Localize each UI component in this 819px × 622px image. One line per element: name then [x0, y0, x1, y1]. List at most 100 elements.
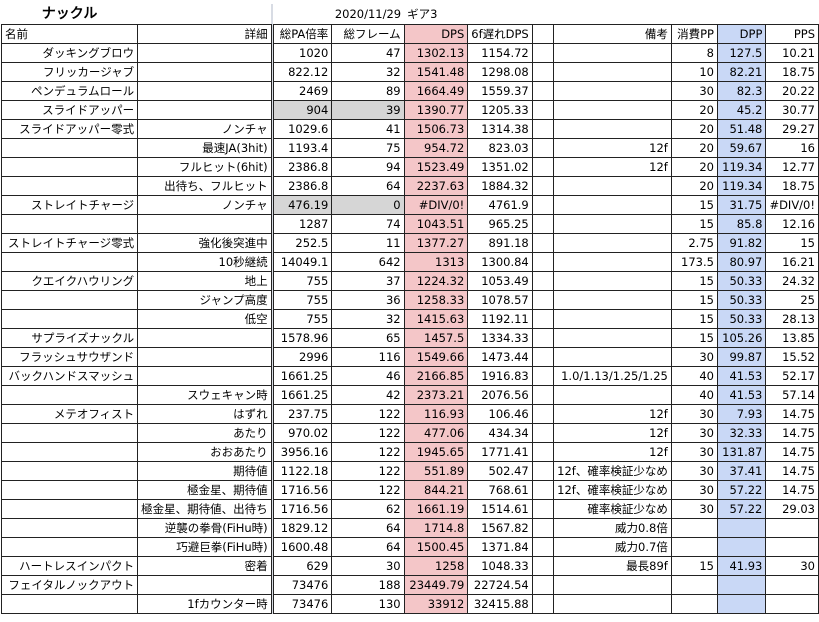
cell [531, 176, 555, 196]
cell: 57.14 [765, 385, 819, 405]
cell [531, 328, 555, 348]
cell [765, 575, 819, 595]
data-row: 巧避巨拳(FiHu時) 1600.48 64 1500.45 1371.84 威力0.7倍 [0, 537, 819, 557]
sheet-title: ナックル [41, 6, 98, 22]
cell: 477.06 [403, 423, 469, 443]
cell: 15 [765, 233, 819, 253]
cell: 32415.88 [467, 594, 533, 614]
cell: 65 [331, 328, 405, 348]
cell: 52.17 [765, 366, 819, 386]
cell: 965.25 [467, 214, 533, 234]
cell: 891.18 [467, 233, 533, 253]
separator [270, 480, 275, 500]
cell [531, 461, 555, 481]
column-header: 6f遅れDPS [467, 24, 533, 44]
cell [531, 214, 555, 234]
cell: 12f [553, 157, 672, 177]
cell: 1390.77 [403, 100, 469, 120]
data-row: メテオフィスト はずれ 237.75 122 116.93 106.46 12f 30 7.93… [0, 404, 819, 424]
cell [553, 214, 672, 234]
cell: 20 [670, 138, 718, 158]
cell: 50.33 [716, 271, 767, 291]
cell: 1302.13 [403, 43, 469, 63]
cell: 45.2 [716, 100, 767, 120]
cell: 131.87 [716, 442, 767, 462]
cell: あたり [137, 423, 272, 443]
cell: 期待値 [137, 461, 272, 481]
cell: 0 [331, 195, 405, 215]
cell: 41.53 [716, 385, 767, 405]
cell: 476.19 [272, 195, 333, 215]
cell: 1053.49 [467, 271, 533, 291]
cell: 37 [331, 271, 405, 291]
cell [0, 499, 139, 519]
cell: 970.02 [272, 423, 333, 443]
separator [270, 575, 275, 595]
cell: 1313 [403, 252, 469, 272]
cell: 73476 [272, 594, 333, 614]
separator [270, 252, 275, 272]
cell: 25 [765, 290, 819, 310]
column-header: DPS [403, 24, 469, 44]
data-row: 出待ち、フルヒット 2386.8 64 2237.63 1884.32 20 119.34 1… [0, 176, 819, 196]
cell: 23449.79 [403, 575, 469, 595]
cell: 出待ち、フルヒット [137, 176, 272, 196]
cell: 502.47 [467, 461, 533, 481]
data-row: サプライズナックル 1578.96 65 1457.5 1334.33 15 105.26 1… [0, 328, 819, 348]
cell: 巧避巨拳(FiHu時) [137, 537, 272, 557]
cell [553, 252, 672, 272]
cell: 24.32 [765, 271, 819, 291]
cell: 119.34 [716, 157, 767, 177]
date: 2020/11/29 [334, 7, 402, 21]
cell: 31.75 [716, 195, 767, 215]
data-row: 1fカウンター時 73476 130 33912 32415.88 [0, 594, 819, 614]
separator [270, 81, 275, 101]
cell [531, 556, 555, 576]
cell: 119.34 [716, 176, 767, 196]
cell: 11 [331, 233, 405, 253]
cell: 32.33 [716, 423, 767, 443]
cell: 1298.08 [467, 62, 533, 82]
separator [270, 556, 275, 576]
cell [531, 290, 555, 310]
cell [531, 195, 555, 215]
cell [553, 575, 672, 595]
cell: 64 [331, 518, 405, 538]
cell: 2166.85 [403, 366, 469, 386]
cell [531, 366, 555, 386]
separator [270, 537, 275, 557]
cell: 3956.16 [272, 442, 333, 462]
cell [468, 4, 532, 25]
separator [270, 518, 275, 538]
cell: 15 [670, 328, 718, 348]
cell: 41.53 [716, 366, 767, 386]
data-row: スライドアッパー 904 39 1390.77 1205.33 20 45.2 30.77 [0, 100, 819, 120]
cell [531, 442, 555, 462]
cell: サプライズナックル [0, 328, 139, 348]
cell: 2373.21 [403, 385, 469, 405]
cell: 1258.33 [403, 290, 469, 310]
cell [137, 575, 272, 595]
cell: 2.75 [670, 233, 718, 253]
cell [0, 309, 139, 329]
cell: 64 [331, 537, 405, 557]
cell: 50.33 [716, 290, 767, 310]
cell: 4761.9 [467, 195, 533, 215]
cell: 14.75 [765, 423, 819, 443]
cell [0, 480, 139, 500]
cell: 1714.8 [403, 518, 469, 538]
separator [270, 43, 275, 63]
cell [531, 271, 555, 291]
cell: 15 [670, 290, 718, 310]
cell: 122 [331, 423, 405, 443]
data-row: 逆襲の拳骨(FiHu時) 1829.12 64 1714.8 1567.82 威力0.8倍 [0, 518, 819, 538]
cell [716, 575, 767, 595]
cell [765, 518, 819, 538]
cell: 12f、確率検証少なめ [553, 461, 672, 481]
cell: 15 [670, 214, 718, 234]
cell: 768.61 [467, 480, 533, 500]
cell: 18.75 [765, 62, 819, 82]
cell [553, 100, 672, 120]
data-row: フリッカージャブ 822.12 32 1541.48 1298.08 10 82.21 18.… [0, 62, 819, 82]
separator [270, 176, 275, 196]
